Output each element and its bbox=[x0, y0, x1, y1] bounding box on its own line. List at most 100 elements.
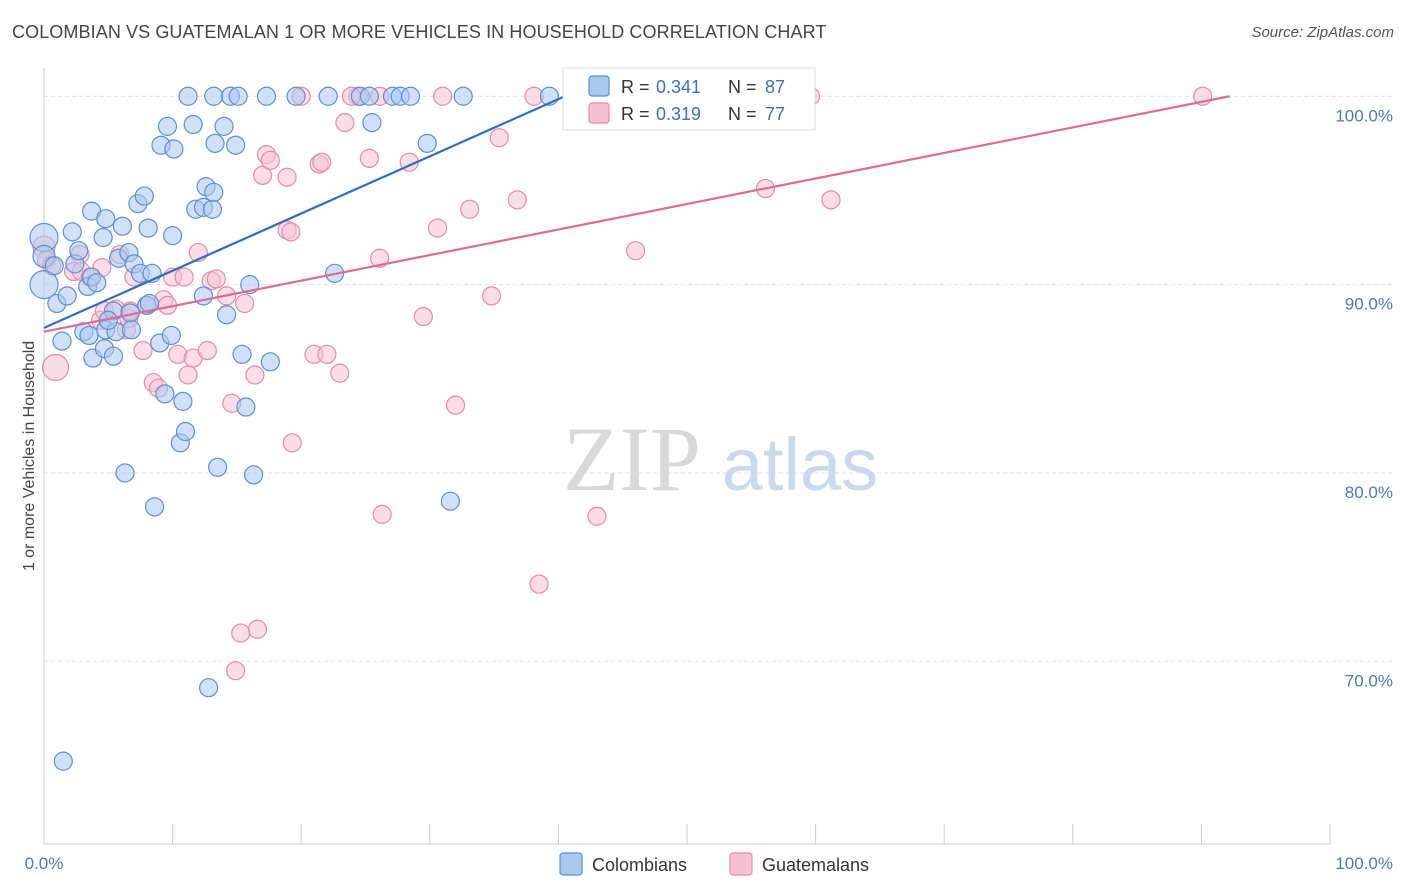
bottom-legend: Colombians Guatemalans bbox=[559, 852, 869, 876]
guatemalan-point-51 bbox=[330, 363, 350, 383]
colombian-point-38 bbox=[144, 497, 165, 517]
watermark-zip: ZIP bbox=[563, 408, 701, 510]
guatemalan-point-41 bbox=[260, 150, 280, 170]
guatemalan-point-61 bbox=[433, 86, 453, 106]
colombian-point-5 bbox=[52, 331, 72, 351]
guatemalan-point-69 bbox=[587, 506, 607, 526]
colombian-point-58 bbox=[205, 133, 225, 153]
colombian-point-44 bbox=[163, 226, 183, 246]
legend-colombians-r-value: 0.341 bbox=[656, 77, 701, 97]
colombian-point-57 bbox=[204, 182, 224, 202]
watermark: ZIP atlas bbox=[563, 408, 878, 510]
guatemalan-point-74 bbox=[821, 190, 841, 210]
colombian-point-77 bbox=[362, 113, 382, 133]
guatemalan-point-60 bbox=[427, 218, 448, 238]
guatemalan-point-59 bbox=[413, 307, 433, 327]
colombian-point-64 bbox=[226, 135, 246, 155]
colombian-trendline bbox=[43, 95, 566, 329]
colombian-point-72 bbox=[286, 86, 306, 106]
bottom-legend-guatemalans: Guatemalans bbox=[762, 855, 869, 875]
guatemalan-point-64 bbox=[481, 286, 502, 306]
guatemalan-trendline bbox=[43, 95, 1230, 333]
colombian-point-62 bbox=[217, 305, 237, 325]
source-label: Source: ZipAtlas.com bbox=[1251, 24, 1394, 41]
legend-swatch-guatemalans bbox=[588, 102, 610, 124]
legend-swatch-colombians bbox=[588, 75, 610, 97]
colombian-point-16 bbox=[87, 273, 107, 293]
colombian-point-83 bbox=[453, 86, 473, 106]
x-tick-labels: 0.0% 100.0% bbox=[25, 854, 1393, 873]
y-tick-labels: 70.0% 80.0% 90.0% 100.0% bbox=[1335, 106, 1393, 690]
colombian-point-80 bbox=[400, 86, 421, 106]
guatemalan-point-26 bbox=[178, 365, 198, 385]
y-tick-label-3: 100.0% bbox=[1335, 106, 1393, 125]
legend-colombians-n-label: N = bbox=[728, 77, 757, 97]
colombian-point-85 bbox=[53, 751, 73, 771]
colombian-point-48 bbox=[175, 421, 196, 442]
colombian-point-22 bbox=[103, 346, 124, 366]
legend-guatemalans-r-value: 0.319 bbox=[656, 104, 701, 124]
legend-guatemalans-n-value: 77 bbox=[765, 104, 785, 124]
guatemalan-point-52 bbox=[335, 113, 355, 133]
legend-guatemalans-n-label: N = bbox=[728, 104, 757, 124]
guatemalan-point-3 bbox=[41, 353, 70, 382]
guatemalan-point-70 bbox=[625, 241, 646, 261]
guatemalan-point-34 bbox=[226, 661, 246, 681]
bottom-legend-swatch-colombians bbox=[559, 852, 583, 876]
guatemalan-point-49 bbox=[312, 152, 332, 172]
colombian-point-26 bbox=[115, 463, 135, 483]
guatemalan-point-54 bbox=[359, 148, 379, 169]
colombian-point-69 bbox=[244, 465, 264, 485]
colombian-point-20 bbox=[96, 209, 116, 229]
guatemalan-point-65 bbox=[489, 128, 509, 148]
guatemalan-point-17 bbox=[133, 340, 153, 361]
guatemalan-point-63 bbox=[460, 199, 480, 219]
guatemalan-point-55 bbox=[370, 248, 390, 268]
y-tick-label-0: 70.0% bbox=[1345, 671, 1393, 690]
colombian-point-73 bbox=[318, 86, 338, 106]
guatemalan-point-62 bbox=[445, 395, 466, 415]
series-colombians bbox=[29, 86, 559, 771]
colombian-point-71 bbox=[260, 352, 280, 372]
guatemalan-point-25 bbox=[174, 267, 194, 287]
colombian-point-7 bbox=[62, 222, 82, 242]
guatemalan-point-43 bbox=[277, 167, 297, 187]
guatemalan-point-57 bbox=[372, 504, 392, 524]
guatemalan-point-42 bbox=[282, 433, 302, 453]
watermark-atlas: atlas bbox=[722, 423, 878, 506]
guatemalan-point-66 bbox=[507, 190, 527, 210]
colombian-point-55 bbox=[199, 678, 219, 698]
colombian-point-41 bbox=[155, 384, 175, 404]
y-axis-title: 1 or more Vehicles in Household bbox=[21, 341, 38, 571]
guatemalan-point-45 bbox=[281, 222, 301, 242]
colombian-point-3 bbox=[44, 256, 64, 276]
guatemalan-point-29 bbox=[197, 340, 217, 361]
y-tick-label-1: 80.0% bbox=[1345, 483, 1393, 502]
colombian-point-6 bbox=[57, 286, 77, 306]
colombian-point-29 bbox=[121, 320, 142, 340]
colombian-point-42 bbox=[157, 116, 178, 136]
colombian-point-43 bbox=[161, 325, 181, 346]
colombian-point-61 bbox=[214, 116, 234, 136]
guatemalan-point-50 bbox=[317, 344, 337, 364]
guatemalan-point-38 bbox=[247, 619, 268, 639]
x-tick-label-1: 100.0% bbox=[1335, 854, 1393, 873]
colombian-point-35 bbox=[139, 293, 160, 314]
guatemalan-point-37 bbox=[245, 365, 265, 385]
x-tick-label-0: 0.0% bbox=[25, 854, 64, 873]
colombian-point-65 bbox=[228, 86, 248, 106]
guatemalan-point-68 bbox=[529, 574, 549, 594]
colombian-point-81 bbox=[417, 133, 437, 153]
guatemalan-point-36 bbox=[235, 293, 255, 314]
legend: R = 0.341 N = 87 R = 0.319 N = 77 bbox=[562, 67, 816, 131]
y-tick-label-2: 90.0% bbox=[1345, 295, 1393, 314]
trendlines bbox=[43, 95, 1230, 333]
colombian-point-12 bbox=[79, 325, 99, 346]
colombian-point-9 bbox=[69, 241, 89, 261]
axes bbox=[43, 68, 1331, 845]
colombian-point-25 bbox=[112, 216, 133, 236]
guatemalan-point-31 bbox=[206, 269, 226, 289]
bottom-legend-colombians: Colombians bbox=[592, 855, 687, 875]
colombian-point-49 bbox=[178, 86, 198, 106]
